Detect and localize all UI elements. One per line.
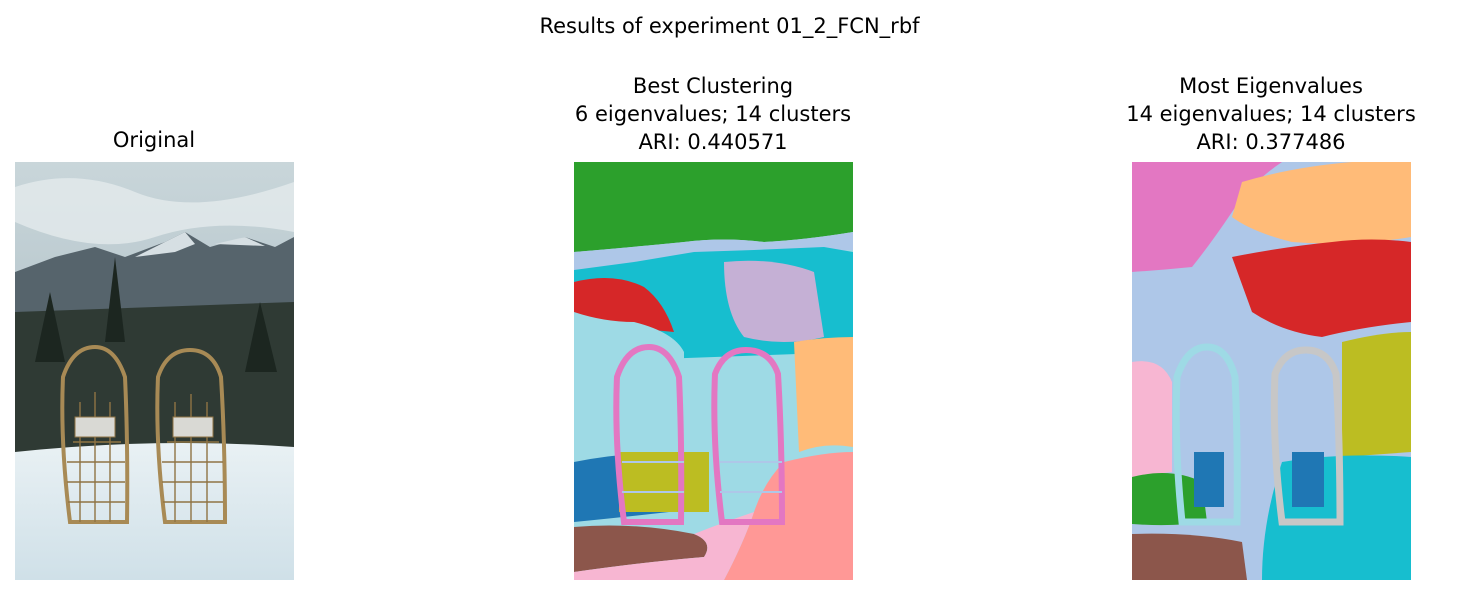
most-eigenvalues-segmentation (1132, 162, 1411, 580)
panel-title-original: Original (0, 126, 364, 154)
panel-title-best-clustering: Best Clustering 6 eigenvalues; 14 cluste… (503, 72, 923, 156)
panel-title-line: Best Clustering (632, 74, 794, 98)
panel-title-most-eigenvalues: Most Eigenvalues 14 eigenvalues; 14 clus… (1061, 72, 1459, 156)
panel-title-line: 6 eigenvalues; 14 clusters (574, 102, 852, 126)
panel-title-line: ARI: 0.377486 (1196, 130, 1346, 154)
panel-title-line: Original (112, 128, 196, 152)
panel-title-line: 14 eigenvalues; 14 clusters (1126, 102, 1416, 126)
panel-title-line: Most Eigenvalues (1179, 74, 1363, 98)
best-clustering-segmentation (574, 162, 853, 580)
original-image-panel (15, 162, 294, 580)
most-eigenvalues-panel (1132, 162, 1411, 580)
best-clustering-panel (574, 162, 853, 580)
figure-suptitle: Results of experiment 01_2_FCN_rbf (539, 14, 920, 38)
panel-title-line: ARI: 0.440571 (638, 130, 788, 154)
original-photo (15, 162, 294, 580)
